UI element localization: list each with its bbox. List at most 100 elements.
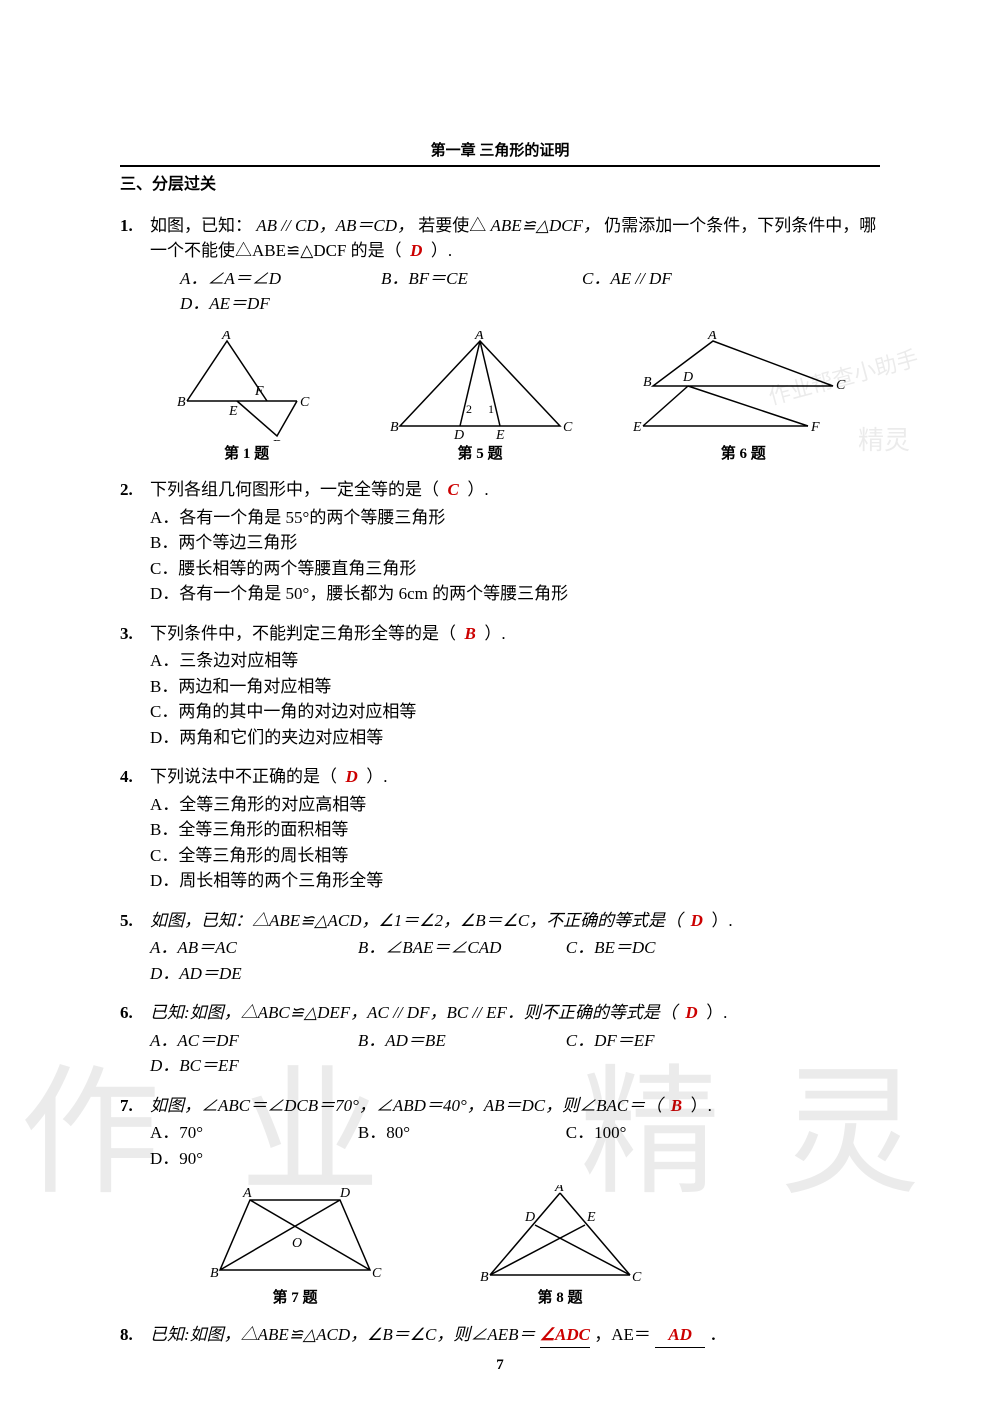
q5-optD: D．AD＝DE [150, 961, 318, 987]
q1-stem-pre: 如图，已知： [150, 216, 252, 235]
svg-text:C: C [632, 1270, 642, 1285]
q7-close: ）. [691, 1096, 712, 1115]
svg-text:D: D [339, 1186, 350, 1201]
q2-optD: D．各有一个角是 50°，腰长都为 6cm 的两个等腰三角形 [150, 581, 840, 607]
fig-label-q1: 第 1 题 [167, 443, 327, 466]
page-number: 7 [0, 1357, 1000, 1374]
q2-optB: B．两个等边三角形 [150, 530, 840, 556]
figure-q1-svg: A B E F C D [167, 331, 327, 441]
figure-q7-svg: A D B C O [200, 1185, 390, 1285]
q4-optC: C．全等三角形的周长相等 [150, 843, 500, 869]
svg-text:B: B [177, 395, 186, 410]
q7-optC: C．100° [566, 1120, 734, 1146]
figure-q8: A D E B C 第 8 题 [470, 1185, 650, 1310]
q3-optC: C．两角的其中一角的对边对应相等 [150, 699, 500, 725]
q5-stem: 如图，已知：△ABE≌△ACD，∠1＝∠2，∠B＝∠C，不正确的等式是（ [150, 911, 682, 930]
figure-q6-svg: A B C D E F [633, 331, 853, 441]
q2-optC: C．腰长相等的两个等腰直角三角形 [150, 556, 840, 582]
q8-stem-c: ． [709, 1325, 726, 1344]
q8-num: 8. [120, 1322, 150, 1349]
fig-label-q6: 第 6 题 [633, 443, 853, 466]
q4-answer: D [346, 767, 358, 786]
question-7: 7. 如图，∠ABC＝∠DCB＝70°，∠ABD＝40°，AB＝DC，则∠BAC… [120, 1093, 880, 1172]
q6-optB: B．AD＝BE [358, 1028, 526, 1054]
svg-text:1: 1 [488, 402, 494, 416]
figure-q1: A B E F C D 第 1 题 [167, 331, 327, 466]
q1-optB: B．BF＝CE [381, 266, 542, 292]
q1-num: 1. [120, 213, 150, 317]
q6-answer: D [685, 1003, 697, 1022]
svg-text:E: E [586, 1210, 596, 1225]
q6-optC: C．DF＝EF [566, 1028, 734, 1054]
svg-text:E: E [633, 420, 642, 435]
svg-text:O: O [292, 1236, 302, 1251]
q1-answer: D [410, 241, 422, 260]
svg-text:C: C [372, 1266, 382, 1281]
question-1: 1. 如图，已知： AB // CD，AB＝CD， 若要使△ ABE≌△DCF，… [120, 213, 880, 317]
q2-num: 2. [120, 477, 150, 607]
q8-stem-b: ，AE＝ [594, 1325, 651, 1344]
q1-optA: A．∠A＝∠D [180, 266, 341, 292]
q4-optB: B．全等三角形的面积相等 [150, 817, 500, 843]
q8-ans2: AD [668, 1325, 692, 1344]
svg-text:F: F [254, 384, 264, 399]
q7-stem: 如图，∠ABC＝∠DCB＝70°，∠ABD＝40°，AB＝DC，则∠BAC＝（ [150, 1096, 662, 1115]
q5-answer: D [691, 911, 703, 930]
q2-close: ）. [467, 480, 488, 499]
svg-text:A: A [707, 331, 717, 343]
question-2: 2. 下列各组几何图形中，一定全等的是（ C ）. A．各有一个角是 55°的两… [120, 477, 880, 607]
figure-q7: A D B C O 第 7 题 [200, 1185, 390, 1310]
svg-text:C: C [563, 420, 573, 435]
q4-num: 4. [120, 764, 150, 894]
q4-optD: D．周长相等的两个三角形全等 [150, 868, 500, 894]
svg-text:A: A [474, 331, 484, 343]
q7-optB: B．80° [358, 1120, 526, 1146]
svg-text:B: B [390, 420, 399, 435]
q7-num: 7. [120, 1093, 150, 1172]
q2-answer: C [448, 480, 459, 499]
q6-optA: A．AC＝DF [150, 1028, 318, 1054]
q3-stem: 下列条件中，不能判定三角形全等的是（ [150, 624, 456, 643]
fig-label-q7: 第 7 题 [200, 1287, 390, 1310]
figures-row-2: A D B C O 第 7 题 A D E B C 第 8 题 [200, 1185, 880, 1310]
svg-text:B: B [643, 375, 652, 390]
question-8: 8. 已知:如图，△ABE≌△ACD，∠B＝∠C，则∠AEB＝ ∠ADC ，AE… [120, 1322, 880, 1349]
svg-text:F: F [810, 420, 820, 435]
question-5: 5. 如图，已知：△ABE≌△ACD，∠1＝∠2，∠B＝∠C，不正确的等式是（ … [120, 908, 880, 987]
q1-optD: D．AE＝DF [180, 291, 341, 317]
svg-text:E: E [495, 428, 505, 441]
q7-optA: A．70° [150, 1120, 318, 1146]
svg-text:C: C [300, 395, 310, 410]
q6-optD: D．BC＝EF [150, 1053, 318, 1079]
question-6: 6. 已知:如图，△ABC≌△DEF，AC // DF，BC // EF．则不正… [120, 1000, 880, 1079]
q1-close: ）. [431, 241, 452, 260]
q3-num: 3. [120, 621, 150, 751]
svg-text:D: D [524, 1210, 535, 1225]
q4-optA: A．全等三角形的对应高相等 [150, 792, 500, 818]
figure-q5-svg: A B D E C 2 1 [380, 331, 580, 441]
q2-stem: 下列各组几何图形中，一定全等的是（ [150, 480, 439, 499]
q5-optA: A．AB＝AC [150, 935, 318, 961]
svg-text:D: D [453, 428, 464, 441]
q5-close: ）. [711, 911, 732, 930]
chapter-header: 第一章 三角形的证明 [120, 140, 880, 163]
figure-q8-svg: A D E B C [470, 1185, 650, 1285]
svg-text:D: D [271, 438, 282, 441]
q4-close: ）. [366, 767, 387, 786]
svg-text:2: 2 [466, 402, 472, 416]
svg-text:A: A [242, 1186, 252, 1201]
svg-text:B: B [480, 1270, 489, 1285]
q7-optD: D．90° [150, 1146, 318, 1172]
svg-text:C: C [836, 378, 846, 393]
fig-label-q5: 第 5 题 [380, 443, 580, 466]
figures-row-1: A B E F C D 第 1 题 A B D E C 2 1 第 [140, 331, 880, 466]
q4-stem: 下列说法中不正确的是（ [150, 767, 337, 786]
q5-num: 5. [120, 908, 150, 987]
svg-text:D: D [682, 370, 693, 385]
figure-q6: A B C D E F 第 6 题 [633, 331, 853, 466]
q3-optD: D．两角和它们的夹边对应相等 [150, 725, 500, 751]
q2-optA: A．各有一个角是 55°的两个等腰三角形 [150, 505, 840, 531]
q1-optC: C．AE // DF [582, 266, 743, 292]
q6-num: 6. [120, 1000, 150, 1079]
divider [120, 165, 880, 167]
